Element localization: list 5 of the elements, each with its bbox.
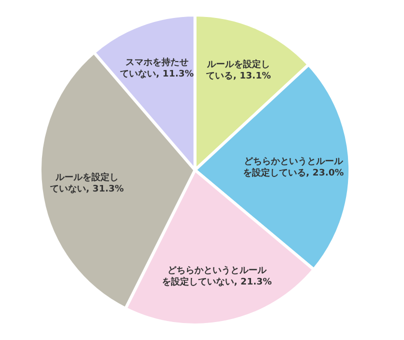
slice-label: スマホを持たせていない, 11.3% [120,57,194,80]
slice-label: ルールを設定している, 13.1% [206,59,271,82]
slice-label: どちらかというとルールを設定している, 23.0% [243,156,344,179]
slice-label: ルールを設定していない, 31.3% [50,172,124,195]
slice-label: どちらかというとルールを設定していない, 21.3% [162,265,272,288]
